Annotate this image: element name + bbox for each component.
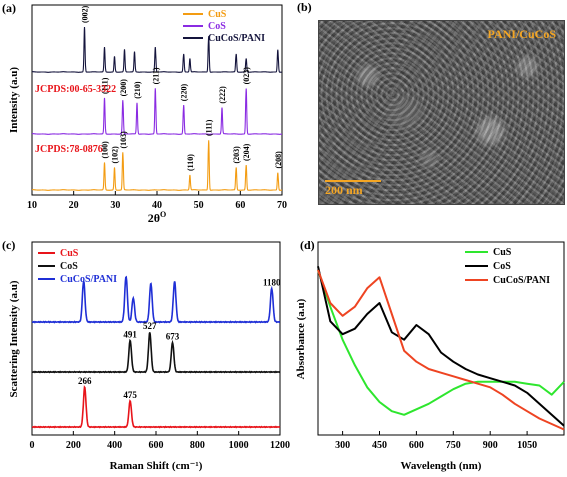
sem-texture xyxy=(319,21,564,204)
xrd-peak-label: (204) xyxy=(242,143,251,161)
xrd-peak-label: (002) xyxy=(81,5,90,23)
uvvis-legend-cucos-pani: CuCoS/PANI xyxy=(493,275,550,286)
xrd-xtick-label: 10 xyxy=(27,200,37,211)
raman-xlabel: Raman Shift (cm⁻¹) xyxy=(110,460,203,472)
raman-peak-label: 475 xyxy=(123,390,137,400)
raman-series-cos xyxy=(32,332,281,374)
xrd-peak-label: (110) xyxy=(186,154,195,171)
xrd-xtick-label: 60 xyxy=(235,200,245,211)
raman-peak-label: 266 xyxy=(78,376,92,386)
xrd-peak-label: (200) xyxy=(119,79,128,97)
xrd-peak-label: (211) xyxy=(151,67,160,84)
uvvis-xtick-label: 600 xyxy=(409,440,424,451)
xrd-peak-label: (222) xyxy=(218,86,227,104)
raman-legend: CuS CoS CuCoS/PANI xyxy=(38,248,117,285)
uvvis-plot-frame xyxy=(317,241,565,436)
raman-legend-cos: CoS xyxy=(60,261,78,272)
uvvis-series-cos xyxy=(317,266,565,427)
raman-xtick-label: 400 xyxy=(107,440,122,451)
raman-peak-label: 673 xyxy=(166,332,180,342)
xrd-chart: (a) (002) (111) (200) (210) (211) (220) (222) (… xyxy=(2,1,287,225)
raman-legend-cus: CuS xyxy=(60,248,79,259)
uvvis-xtick-label: 750 xyxy=(446,440,461,451)
xrd-xtick-label: 30 xyxy=(110,200,120,211)
panel-label-c: (c) xyxy=(2,238,15,252)
uvvis-xtick-label: 300 xyxy=(335,440,350,451)
xrd-peak-label: (023) xyxy=(242,67,251,85)
xrd-annotation-cus: JCPDS:78-0876 xyxy=(35,144,103,155)
xrd-series-cucos-pani xyxy=(31,26,282,73)
raman-xtick-label: 800 xyxy=(190,440,205,451)
uvvis-legend: CuS CoS CuCoS/PANI xyxy=(465,247,550,286)
xrd-xlabel: 2θO xyxy=(148,210,167,225)
raman-legend-cucos-pani: CuCoS/PANI xyxy=(60,274,117,285)
sem-image: PANI/CuCoS 200 nm xyxy=(318,20,565,205)
raman-peak-label: 527 xyxy=(143,321,157,331)
xrd-peak-label: (203) xyxy=(232,146,241,164)
raman-xtick-label: 200 xyxy=(66,440,81,451)
xrd-peak-label: (208) xyxy=(274,151,283,169)
xrd-legend-cucos-pani: CuCoS/PANI xyxy=(208,33,265,44)
raman-peak-label: 1180 xyxy=(263,277,281,287)
sem-scale-text: 200 nm xyxy=(325,183,363,197)
uvvis-xtick-label: 1050 xyxy=(517,440,537,451)
xrd-peak-label: (111) xyxy=(101,77,110,94)
panel-label-a: (a) xyxy=(2,1,16,15)
xrd-peak-label: (210) xyxy=(133,81,142,99)
uvvis-legend-cos: CoS xyxy=(493,261,511,272)
xrd-xtick-label: 20 xyxy=(69,200,79,211)
xrd-legend-cos: CoS xyxy=(208,21,226,32)
xrd-legend: CuS CoS CuCoS/PANI xyxy=(183,9,265,44)
sem-scale-bar xyxy=(325,180,381,182)
uvvis-ylabel: Absorbance (a.u) xyxy=(295,298,307,379)
uvvis-xtick-label: 900 xyxy=(483,440,498,451)
raman-series-cucos-pani xyxy=(32,275,281,324)
xrd-peak-label: (103) xyxy=(119,131,128,149)
panel-label-b: (b) xyxy=(297,0,312,14)
raman-xtick-label: 0 xyxy=(30,440,35,451)
xrd-xtick-label: 50 xyxy=(194,200,204,211)
xrd-xtick-label: 70 xyxy=(277,200,287,211)
xrd-peak-label: (100) xyxy=(101,141,110,159)
uvvis-xlabel: Wavelength (nm) xyxy=(401,460,482,472)
raman-peak-label: 491 xyxy=(123,330,137,340)
sem-label: PANI/CuCoS xyxy=(487,27,556,41)
raman-ylabel: Scattering Intensity (a.u) xyxy=(8,280,20,397)
uvvis-series-cucos-pani xyxy=(317,269,565,431)
xrd-series-cus xyxy=(32,140,283,191)
xrd-peak-label: (220) xyxy=(180,84,189,102)
xrd-legend-cus: CuS xyxy=(208,9,227,20)
uvvis-xtick-label: 450 xyxy=(372,440,387,451)
uvvis-chart: (d) 300 450 600 750 900 1050 CuS CoS CuCoS/PA… xyxy=(295,238,565,472)
uvvis-series-cus xyxy=(317,269,565,416)
raman-xtick-label: 1000 xyxy=(229,440,249,451)
xrd-peak-label: (102) xyxy=(111,146,120,164)
panel-label-d: (d) xyxy=(300,238,315,252)
raman-series-cus xyxy=(32,385,281,429)
xrd-ylabel: Intensity (a.u) xyxy=(8,67,20,133)
xrd-annotation-cos: JCPDS:00-65-3322 xyxy=(35,84,116,95)
raman-xtick-label: 600 xyxy=(149,440,164,451)
xrd-series-cos xyxy=(32,88,283,135)
xrd-peak-label: (111) xyxy=(205,119,214,136)
raman-xtick-label: 1200 xyxy=(270,440,290,451)
raman-chart: (c) 1180 491 527 673 266 475 0 200 400 600 800 1000… xyxy=(2,238,290,472)
xrd-xtick-label: 40 xyxy=(152,200,162,211)
uvvis-legend-cus: CuS xyxy=(493,247,512,258)
